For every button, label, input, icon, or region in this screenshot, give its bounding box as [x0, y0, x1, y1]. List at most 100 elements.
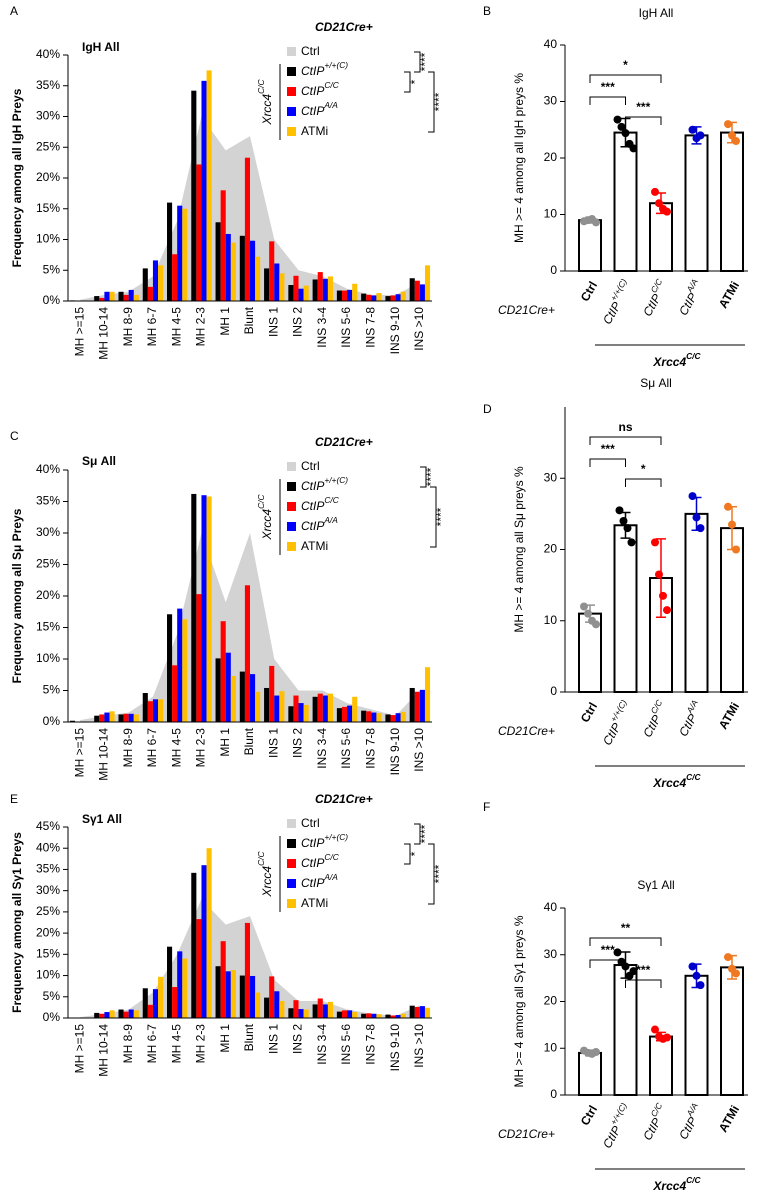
x-tick-label: Ctrl: [578, 279, 600, 304]
x-tick-label: INS 3-4: [315, 728, 329, 769]
data-point: [692, 513, 701, 522]
x-tick-label-sup: C/C: [649, 697, 665, 715]
y-tick-label: 30: [544, 470, 558, 484]
y-tick-label: 25%: [36, 557, 60, 571]
bar: [109, 291, 115, 301]
x-prefix-label: CD21Cre+: [498, 303, 555, 317]
x-tick-label: Blunt: [242, 1023, 256, 1051]
y-tick-label: 30%: [36, 525, 60, 539]
group-label-text: Xrcc4: [652, 776, 686, 790]
bar: [684, 974, 709, 1096]
bar: [152, 989, 159, 1018]
x-tick-label: MH 6-7: [145, 307, 159, 347]
bar: [274, 991, 280, 1018]
y-tick-label: 0: [550, 263, 557, 277]
group-label: Xrcc4C/C: [652, 351, 701, 369]
legend-swatch: [287, 522, 296, 531]
legend-label: CtIPA/A: [301, 515, 338, 533]
x-tick-label: MH 8-9: [121, 307, 135, 347]
bar: [201, 865, 207, 1018]
bar: [133, 714, 139, 722]
x-tick-label: MH 8-9: [121, 1024, 135, 1064]
bar: [206, 496, 212, 722]
legend-label-sup: +/+(C): [324, 60, 348, 70]
bar: [196, 164, 202, 301]
y-tick-label: 20: [544, 150, 558, 164]
bar: [303, 704, 309, 722]
bar: [109, 1010, 115, 1018]
chart-title: Sγ1 All: [82, 812, 122, 826]
bar: [424, 265, 431, 301]
significance-bracket: [428, 71, 435, 133]
significance-bracket: [404, 843, 411, 865]
bar: [419, 284, 425, 301]
bar: [118, 291, 124, 301]
y-tick-label: 40%: [36, 840, 60, 854]
bar: [133, 1010, 139, 1018]
x-prefix-label: CD21Cre+: [498, 724, 555, 738]
bar: [578, 219, 602, 272]
bar: [191, 90, 197, 301]
bar: [317, 693, 323, 722]
y-tick-label: 40%: [36, 47, 60, 61]
legend-swatch: [287, 859, 296, 868]
significance-label: *: [408, 851, 422, 856]
bar: [269, 665, 275, 722]
data-point: [651, 187, 659, 196]
x-tick-label-text: Ctrl: [578, 279, 600, 304]
legend-label-sup: C/C: [324, 495, 339, 505]
legend-label-text: CtIP: [301, 479, 324, 493]
bar: [317, 272, 323, 301]
significance-bracket: [589, 458, 626, 467]
legend-swatch: [287, 67, 296, 76]
panel-letter: B: [483, 4, 491, 18]
significance-label: ****: [424, 467, 438, 486]
legend-label-text: CtIP: [301, 499, 324, 513]
bar: [220, 941, 226, 1018]
chart-title: Sμ All: [82, 454, 116, 468]
y-tick-label: 10%: [36, 651, 60, 665]
bar: [239, 975, 245, 1018]
x-tick-label: MH 8-9: [121, 728, 135, 768]
bar: [400, 291, 406, 301]
legend-swatch: [287, 482, 296, 491]
legend-label: Ctrl: [301, 816, 320, 830]
y-tick-label: 15%: [36, 201, 60, 215]
bar: [409, 687, 415, 722]
bar: [390, 1015, 396, 1018]
bar: [167, 202, 173, 301]
bar: [104, 291, 110, 301]
bar: [371, 712, 377, 722]
bar: [152, 699, 159, 722]
x-tick-label-text: CtIP: [600, 721, 624, 748]
group-label-sup: C/C: [686, 351, 701, 361]
bar: [684, 134, 709, 272]
bar: [230, 242, 236, 301]
bar: [191, 872, 197, 1018]
y-tick-label: 20: [544, 994, 558, 1008]
x-tick-label: INS 9-10: [388, 728, 402, 776]
data-point: [613, 948, 622, 957]
y-axis-label: MH >= 4 among all Sμ preys %: [512, 466, 526, 633]
chart-title: Sγ1 All: [637, 878, 674, 892]
x-tick-label: INS 1: [266, 1024, 280, 1054]
bar: [172, 254, 178, 301]
y-tick-label: 10: [544, 1040, 558, 1054]
bar: [206, 70, 212, 301]
legend-label: CtIPC/C: [301, 80, 340, 98]
significance-label: ns: [618, 420, 632, 434]
y-tick-label: 10: [544, 207, 558, 221]
bar: [244, 157, 250, 301]
bar: [303, 1009, 309, 1018]
x-tick-label-sup: +/+(C): [608, 1101, 629, 1127]
data-point: [732, 137, 740, 146]
bar: [191, 493, 197, 722]
y-tick-label: 20%: [36, 588, 60, 602]
bar: [255, 992, 261, 1018]
x-tick-label: Blunt: [242, 306, 256, 334]
significance-label: ****: [432, 92, 446, 111]
group-label-text: Xrcc4: [260, 509, 274, 541]
bar: [322, 278, 328, 301]
legend-label-text: Ctrl: [301, 816, 320, 830]
bar: [578, 1051, 602, 1097]
